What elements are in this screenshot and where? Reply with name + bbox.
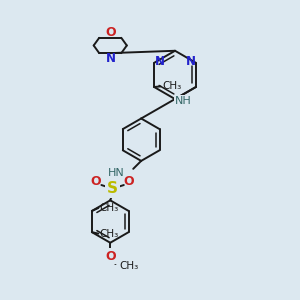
Text: O: O [105,26,116,39]
Text: CH₃: CH₃ [100,229,119,238]
Text: NH: NH [175,96,192,106]
Text: CH₃: CH₃ [119,261,138,271]
Text: CH₃: CH₃ [100,203,119,213]
Text: O: O [124,175,134,188]
Text: CH₃: CH₃ [162,80,182,91]
Text: S: S [107,181,118,196]
Text: O: O [91,175,101,188]
Text: N: N [186,55,196,68]
Text: O: O [105,250,116,262]
Text: HN: HN [108,168,125,178]
Text: N: N [154,55,164,68]
Text: N: N [106,52,116,65]
